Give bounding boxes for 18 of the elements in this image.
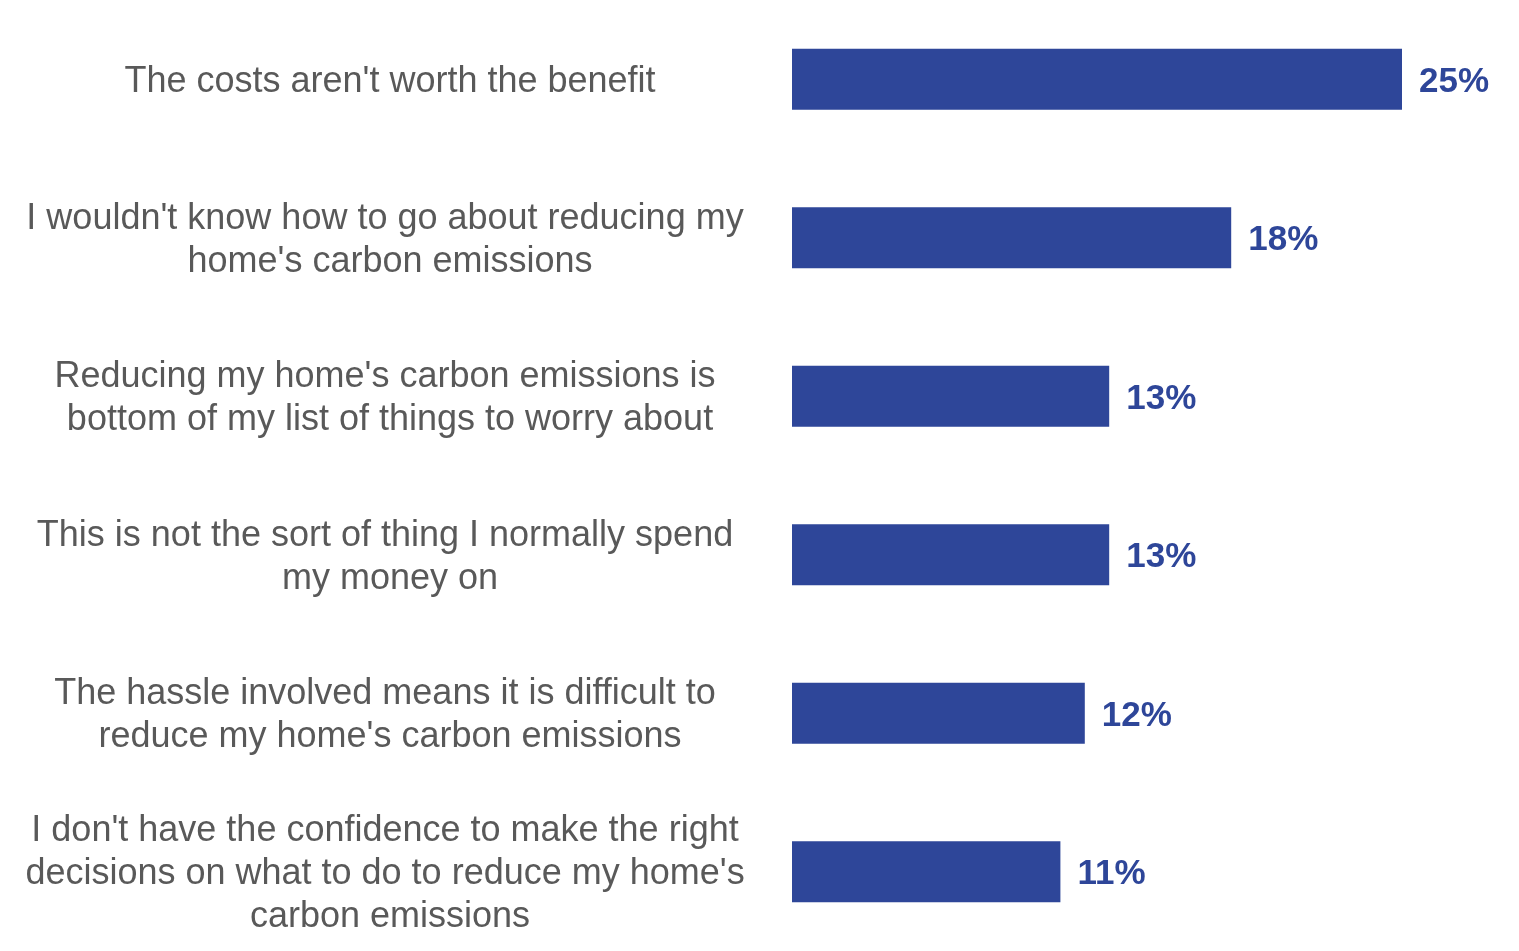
data-label: 12%: [1101, 693, 1172, 733]
bar: [792, 365, 1110, 427]
data-label: 18%: [1248, 218, 1319, 258]
data-label: 13%: [1126, 535, 1197, 575]
y-tick-label: The hassle involved means it is difficult to reduce my home's carbon emissions: [54, 671, 726, 756]
data-label: 25%: [1419, 59, 1490, 99]
data-label: 13%: [1126, 376, 1197, 416]
y-tick-label: I wouldn't know how to go about reducing my home's carbon emissions: [26, 195, 754, 280]
y-tick-label: This is not the sort of thing I normally spend my money on: [36, 512, 744, 597]
bar: [792, 207, 1232, 269]
y-tick-label: I don't have the confidence to make the right decisions on what to do to reduce my home's carbon emissions: [25, 808, 755, 936]
bar: [792, 524, 1110, 586]
data-label: 11%: [1077, 852, 1146, 892]
bar: [792, 48, 1402, 110]
y-tick-label: The costs aren't worth the benefit: [124, 58, 656, 100]
y-tick-label: Reducing my home's carbon emissions is bottom of my list of things to worry about: [54, 354, 726, 439]
bar: [792, 841, 1061, 903]
bar: [792, 682, 1085, 744]
